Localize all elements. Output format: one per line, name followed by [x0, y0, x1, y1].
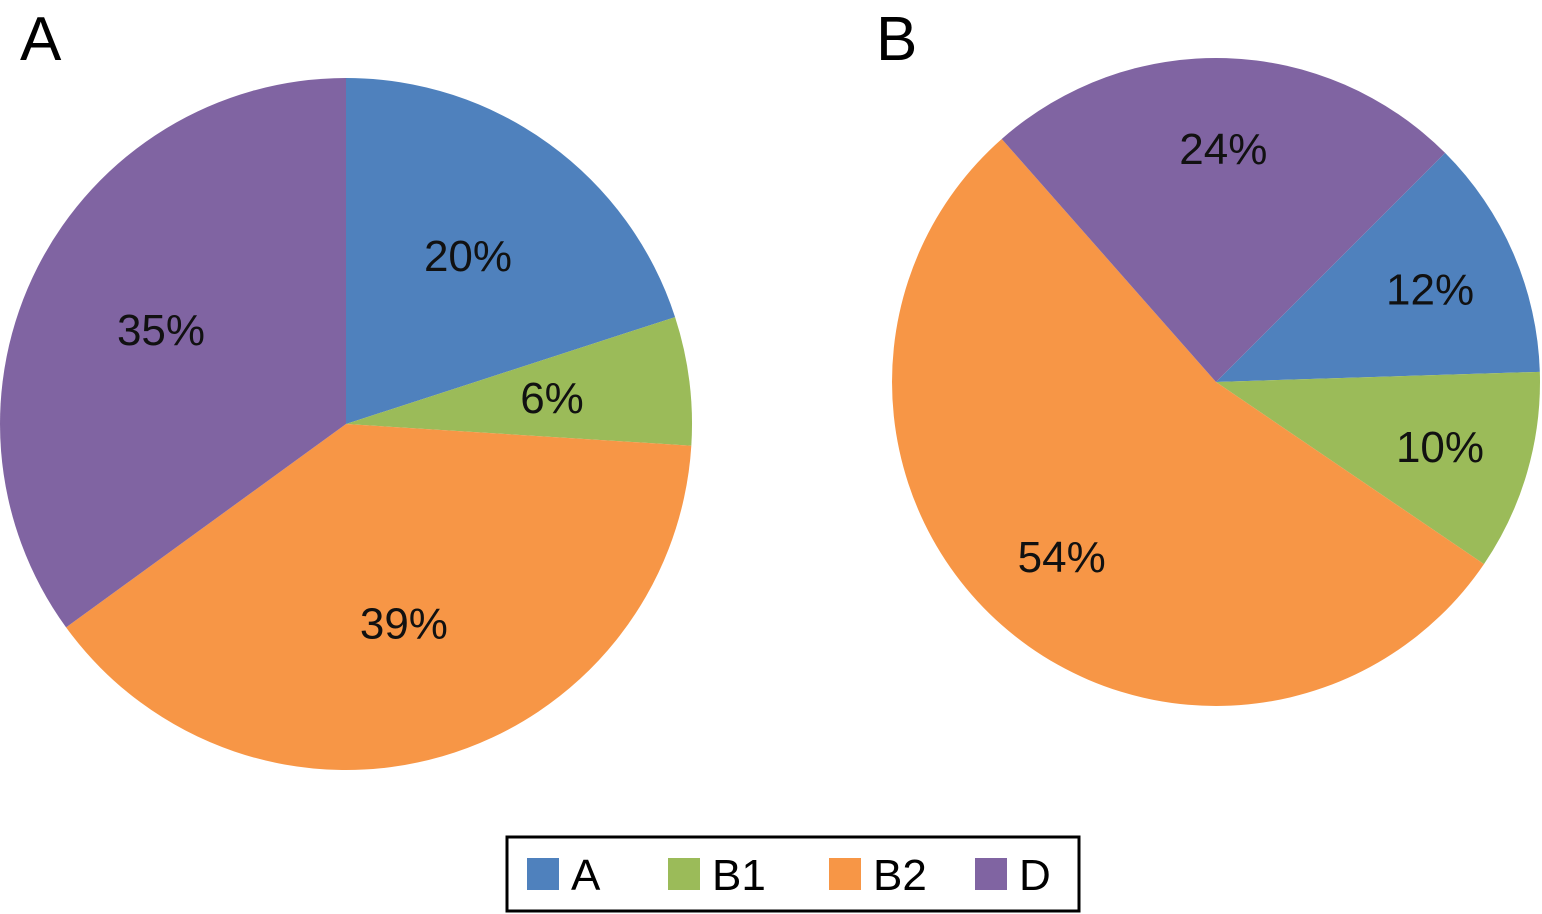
pie-b-slice-d: [1001, 57, 1446, 382]
legend-swatch-d: [975, 858, 1007, 890]
pie-b-label-a: 12%: [1386, 265, 1474, 314]
pie-chart-a: A 20% 6% 39% 35%: [0, 5, 693, 771]
pie-a-label-b2: 39%: [360, 599, 448, 648]
pie-a-slice-b1: [346, 317, 693, 446]
pie-a-slice-d: [0, 78, 347, 628]
panel-letter-b: B: [876, 5, 917, 74]
legend-swatch-b1: [668, 858, 700, 890]
legend-swatch-b2: [829, 858, 861, 890]
legend-label-b1: B1: [712, 851, 766, 900]
panel-letter-a: A: [20, 5, 62, 74]
pie-b-slices: [892, 57, 1540, 706]
pie-b-slice-b1: [1216, 371, 1540, 565]
pie-a-slice-a: [346, 78, 676, 424]
legend-items: A B1 B2 D: [527, 851, 1051, 900]
pie-a-label-a: 20%: [424, 232, 512, 281]
pie-b-labels: 12% 10% 54% 24%: [1018, 125, 1484, 582]
pie-a-slices: [0, 78, 693, 771]
pie-a-slice-b2: [66, 424, 692, 771]
legend-label-b2: B2: [873, 851, 927, 900]
legend-label-a: A: [571, 851, 601, 900]
pie-b-label-b1: 10%: [1396, 423, 1484, 472]
pie-b-label-b2: 54%: [1018, 533, 1106, 582]
pie-a-labels: 20% 6% 39% 35%: [117, 232, 584, 648]
pie-b-slice-a: [1216, 152, 1540, 382]
pie-b-label-d: 24%: [1179, 125, 1267, 174]
pie-chart-b: B 12% 10% 54% 24%: [876, 5, 1540, 706]
legend-swatch-a: [527, 858, 559, 890]
legend-label-d: D: [1019, 851, 1051, 900]
pie-a-label-d: 35%: [117, 306, 205, 355]
legend: A B1 B2 D: [505, 835, 1081, 913]
pie-a-label-b1: 6%: [520, 374, 584, 423]
pie-b-slice-b2: [892, 138, 1484, 706]
